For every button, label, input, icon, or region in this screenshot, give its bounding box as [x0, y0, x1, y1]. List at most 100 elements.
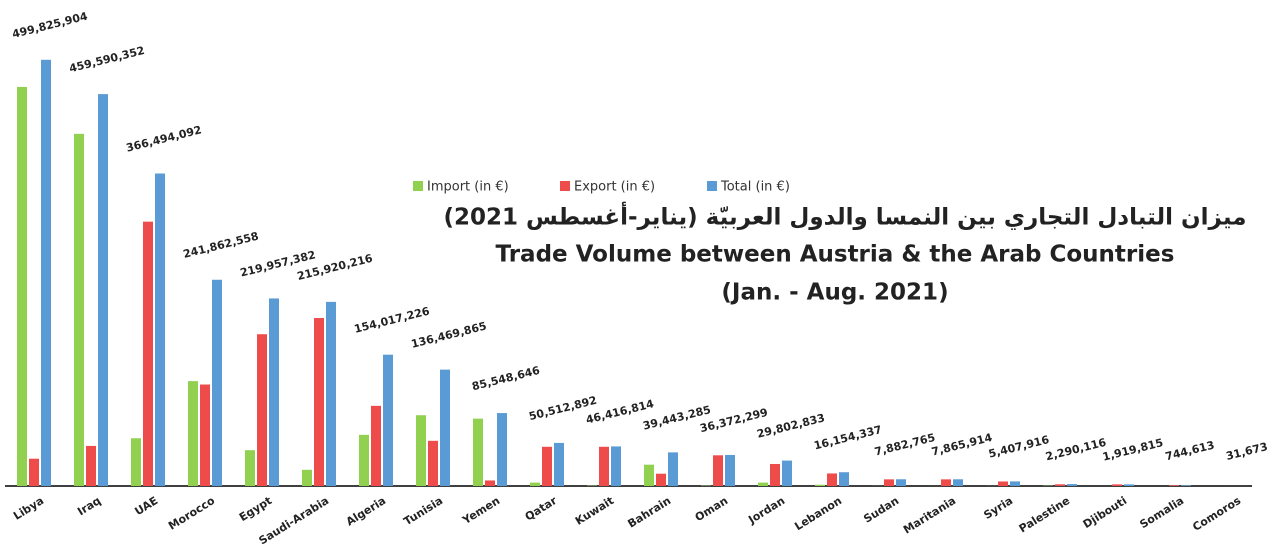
- bar: [131, 438, 141, 486]
- x-tick-label: Morocco: [166, 494, 217, 533]
- legend-label: Total (in €): [720, 180, 790, 195]
- x-tick-label: Maritania: [901, 494, 958, 536]
- x-tick-label: Sudan: [861, 494, 901, 526]
- bar: [896, 479, 906, 486]
- bar: [188, 381, 198, 486]
- legend-swatch: [560, 181, 570, 191]
- x-tick-label: UAE: [132, 494, 160, 518]
- bar: [155, 173, 165, 486]
- bar: [530, 482, 540, 486]
- bar: [1055, 484, 1065, 486]
- value-label: 2,290,116: [1044, 436, 1108, 464]
- bar: [815, 484, 825, 486]
- bar: [17, 86, 27, 486]
- bar: [713, 455, 723, 486]
- bar: [245, 450, 255, 486]
- bar: [1010, 481, 1020, 486]
- value-label: 1,919,815: [1101, 436, 1164, 464]
- x-tick-label: Bahrain: [626, 494, 674, 531]
- x-tick-label: Yemen: [460, 494, 503, 527]
- x-tick-label: Palestine: [1017, 494, 1072, 535]
- bar: [941, 479, 951, 486]
- value-label: 744,613: [1164, 439, 1216, 464]
- bar: [884, 479, 894, 486]
- value-label: 241,862,558: [182, 230, 260, 261]
- bar: [314, 318, 324, 486]
- x-tick-label: Lebanon: [792, 494, 844, 533]
- x-tick-label: Tunisia: [401, 494, 445, 528]
- bar: [554, 442, 564, 486]
- x-tick-label: Comoros: [1190, 494, 1243, 534]
- legend-label: Import (in €): [427, 180, 509, 195]
- value-label: 85,548,646: [471, 364, 542, 394]
- bar: [542, 446, 552, 486]
- x-tick-label: Somalia: [1137, 494, 1186, 531]
- value-label: 154,017,226: [353, 304, 431, 335]
- bar: [41, 59, 51, 486]
- value-label: 459,590,352: [68, 44, 146, 75]
- bar: [257, 334, 267, 486]
- bar: [599, 446, 609, 486]
- bar: [212, 279, 222, 486]
- bar: [428, 440, 438, 486]
- bar: [485, 480, 495, 486]
- value-label: 499,825,904: [11, 10, 89, 41]
- bar: [269, 298, 279, 486]
- bar: [1124, 484, 1134, 486]
- bar: [644, 464, 654, 486]
- bar: [74, 133, 84, 486]
- value-label: 366,494,092: [125, 123, 203, 154]
- bar: [326, 301, 336, 486]
- bar: [200, 384, 210, 486]
- bar: [29, 458, 39, 486]
- x-tick-label: Egypt: [237, 494, 274, 524]
- bar: [1112, 484, 1122, 486]
- x-tick-label: Syria: [981, 494, 1015, 522]
- value-label: 136,469,865: [410, 319, 488, 350]
- bar: [98, 94, 108, 486]
- x-tick-label: Oman: [693, 494, 730, 524]
- bar: [770, 463, 780, 486]
- bar: [416, 415, 426, 486]
- legend-label: Export (in €): [574, 180, 655, 195]
- bar: [302, 469, 312, 486]
- chart-title-arabic: ميزان التبادل التجاري بين النمسا والدول …: [444, 201, 1247, 231]
- bar: [839, 472, 849, 486]
- bar: [1169, 485, 1179, 486]
- legend-swatch: [707, 181, 717, 191]
- chart-subtitle: (Jan. - Aug. 2021): [721, 280, 948, 306]
- bar: [953, 479, 963, 486]
- value-label: 5,407,916: [987, 433, 1051, 461]
- bar: [725, 454, 735, 486]
- x-tick-label: Algeria: [344, 494, 388, 528]
- x-tick-label: Qatar: [523, 494, 560, 524]
- bar: [473, 418, 483, 486]
- x-tick-label: Kuwait: [573, 494, 616, 528]
- bar: [782, 460, 792, 486]
- bar: [1181, 485, 1191, 486]
- bar: [371, 405, 381, 486]
- bar: [86, 445, 96, 486]
- x-tick-label: Iraq: [75, 494, 103, 518]
- bar: [668, 452, 678, 486]
- bar: [611, 446, 621, 486]
- x-tick-label: Jordan: [745, 494, 787, 527]
- bar: [383, 354, 393, 486]
- chart-title: Trade Volume between Austria & the Arab …: [496, 242, 1175, 268]
- value-label: 16,154,337: [813, 423, 884, 452]
- bar: [998, 481, 1008, 486]
- value-label: 7,865,914: [930, 431, 994, 459]
- bar: [827, 473, 837, 486]
- bar: [758, 482, 768, 486]
- x-tick-label: Libya: [11, 494, 46, 523]
- bar: [143, 221, 153, 486]
- bar: [1067, 484, 1077, 486]
- value-label: 31,673: [1225, 440, 1268, 463]
- bar: [656, 473, 666, 486]
- bar: [440, 369, 450, 486]
- legend-swatch: [413, 181, 423, 191]
- bar: [359, 434, 369, 486]
- bar: [497, 413, 507, 486]
- x-tick-label: Djibouti: [1081, 494, 1129, 531]
